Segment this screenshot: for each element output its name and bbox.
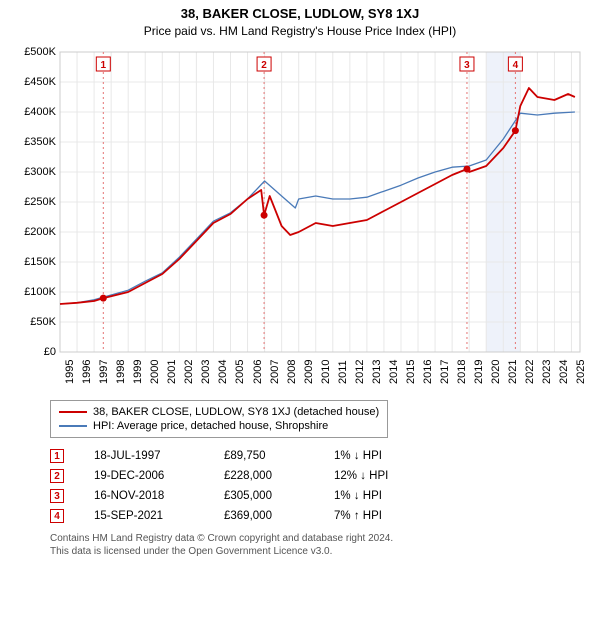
x-tick-label: 2023 bbox=[541, 360, 553, 384]
x-tick-label: 2019 bbox=[473, 360, 485, 384]
footer-line-2: This data is licensed under the Open Gov… bbox=[50, 545, 600, 558]
sale-diff: 12% ↓ HPI bbox=[334, 470, 424, 482]
sale-row: 3 16-NOV-2018 £305,000 1% ↓ HPI bbox=[50, 486, 600, 506]
x-tick-label: 2010 bbox=[320, 360, 332, 384]
x-tick-label: 2007 bbox=[269, 360, 281, 384]
x-tick-label: 2012 bbox=[354, 360, 366, 384]
sale-row: 4 15-SEP-2021 £369,000 7% ↑ HPI bbox=[50, 506, 600, 526]
x-tick-label: 2006 bbox=[252, 360, 264, 384]
sale-date: 19-DEC-2006 bbox=[94, 470, 194, 482]
x-tick-label: 2003 bbox=[200, 360, 212, 384]
svg-text:1: 1 bbox=[101, 60, 107, 71]
sale-marker-box: 1 bbox=[50, 449, 64, 463]
chart-title: 38, BAKER CLOSE, LUDLOW, SY8 1XJ bbox=[0, 0, 600, 21]
legend-label: 38, BAKER CLOSE, LUDLOW, SY8 1XJ (detach… bbox=[93, 406, 379, 418]
sale-price: £89,750 bbox=[224, 450, 304, 462]
y-tick-label: £100K bbox=[24, 286, 56, 298]
x-tick-label: 2017 bbox=[439, 360, 451, 384]
legend-swatch bbox=[59, 411, 87, 413]
sale-diff: 1% ↓ HPI bbox=[334, 450, 424, 462]
sale-diff: 7% ↑ HPI bbox=[334, 510, 424, 522]
x-tick-label: 2002 bbox=[183, 360, 195, 384]
svg-text:3: 3 bbox=[464, 60, 470, 71]
sales-table: 1 18-JUL-1997 £89,750 1% ↓ HPI 2 19-DEC-2006 £… bbox=[50, 446, 600, 526]
sale-marker-box: 2 bbox=[50, 469, 64, 483]
x-tick-label: 1998 bbox=[115, 360, 127, 384]
chart-container: 38, BAKER CLOSE, LUDLOW, SY8 1XJ Price p… bbox=[0, 0, 600, 620]
sale-date: 18-JUL-1997 bbox=[94, 450, 194, 462]
legend-label: HPI: Average price, detached house, Shro… bbox=[93, 420, 328, 432]
y-tick-label: £350K bbox=[24, 136, 56, 148]
chart-area: 1 2 3 4 £0 £50K £100K £150K £200K £250K £300K £350… bbox=[10, 42, 590, 392]
x-tick-label: 2009 bbox=[303, 360, 315, 384]
x-tick-label: 2013 bbox=[371, 360, 383, 384]
x-tick-label: 2015 bbox=[405, 360, 417, 384]
sale-price: £228,000 bbox=[224, 470, 304, 482]
legend: 38, BAKER CLOSE, LUDLOW, SY8 1XJ (detach… bbox=[50, 400, 388, 438]
footer-attribution: Contains HM Land Registry data © Crown c… bbox=[50, 532, 600, 558]
x-tick-label: 2000 bbox=[149, 360, 161, 384]
x-tick-label: 2018 bbox=[456, 360, 468, 384]
y-tick-label: £50K bbox=[30, 316, 56, 328]
x-tick-label: 2025 bbox=[575, 360, 587, 384]
sale-price: £369,000 bbox=[224, 510, 304, 522]
x-tick-label: 2005 bbox=[234, 360, 246, 384]
y-tick-label: £300K bbox=[24, 166, 56, 178]
sale-diff: 1% ↓ HPI bbox=[334, 490, 424, 502]
sale-date: 15-SEP-2021 bbox=[94, 510, 194, 522]
sale-date: 16-NOV-2018 bbox=[94, 490, 194, 502]
x-tick-label: 2022 bbox=[524, 360, 536, 384]
y-tick-label: £150K bbox=[24, 256, 56, 268]
x-tick-label: 2004 bbox=[217, 360, 229, 384]
y-tick-label: £0 bbox=[44, 346, 56, 358]
x-tick-label: 1995 bbox=[64, 360, 76, 384]
legend-item: 38, BAKER CLOSE, LUDLOW, SY8 1XJ (detach… bbox=[59, 405, 379, 419]
x-tick-label: 2014 bbox=[388, 360, 400, 384]
y-tick-label: £400K bbox=[24, 106, 56, 118]
y-tick-label: £450K bbox=[24, 76, 56, 88]
x-tick-label: 2024 bbox=[558, 360, 570, 384]
sale-marker-box: 4 bbox=[50, 509, 64, 523]
x-tick-label: 2016 bbox=[422, 360, 434, 384]
y-tick-label: £500K bbox=[24, 46, 56, 58]
y-tick-label: £250K bbox=[24, 196, 56, 208]
y-tick-label: £200K bbox=[24, 226, 56, 238]
x-tick-label: 1997 bbox=[98, 360, 110, 384]
legend-item: HPI: Average price, detached house, Shro… bbox=[59, 419, 379, 433]
x-tick-label: 1996 bbox=[81, 360, 93, 384]
x-tick-label: 2011 bbox=[337, 360, 349, 384]
x-tick-label: 2021 bbox=[507, 360, 519, 384]
legend-swatch bbox=[59, 425, 87, 426]
chart-svg: 1 2 3 4 bbox=[10, 42, 590, 392]
chart-subtitle: Price paid vs. HM Land Registry's House … bbox=[0, 21, 600, 42]
sale-marker-box: 3 bbox=[50, 489, 64, 503]
svg-text:4: 4 bbox=[513, 60, 519, 71]
sale-row: 2 19-DEC-2006 £228,000 12% ↓ HPI bbox=[50, 466, 600, 486]
svg-text:2: 2 bbox=[261, 60, 267, 71]
x-tick-label: 2008 bbox=[286, 360, 298, 384]
x-tick-label: 2001 bbox=[166, 360, 178, 384]
footer-line-1: Contains HM Land Registry data © Crown c… bbox=[50, 532, 600, 545]
x-tick-label: 1999 bbox=[132, 360, 144, 384]
sale-row: 1 18-JUL-1997 £89,750 1% ↓ HPI bbox=[50, 446, 600, 466]
x-tick-label: 2020 bbox=[490, 360, 502, 384]
sale-price: £305,000 bbox=[224, 490, 304, 502]
